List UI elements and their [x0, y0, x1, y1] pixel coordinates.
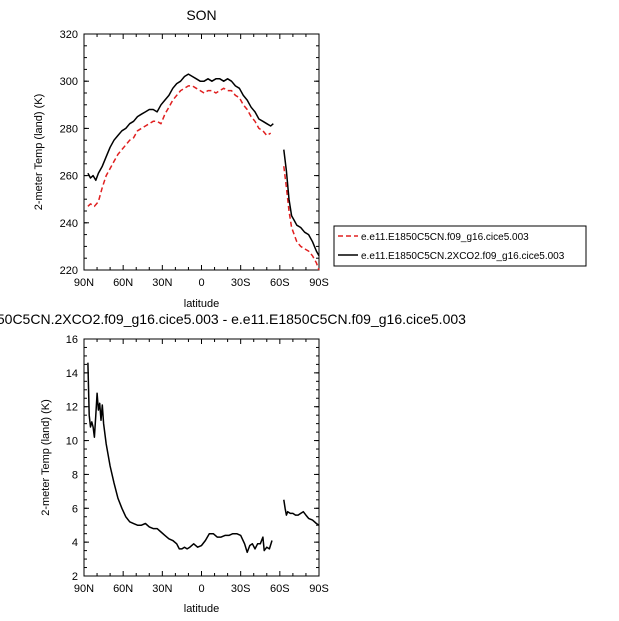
- chart1-y-tick-label: 240: [60, 218, 78, 230]
- chart1-y-tick-label: 300: [60, 76, 78, 88]
- chart1-series-1-line-segment-1: [87, 85, 272, 208]
- chart2-x-tick-label: 30N: [152, 583, 172, 595]
- legend-label-1: e.e11.E1850C5CN.f09_g16.cice5.003: [361, 232, 529, 243]
- chart2-y-tick-label: 14: [66, 368, 78, 380]
- chart1-y-tick-label: 220: [60, 265, 78, 277]
- chart2-plot-frame: [83, 338, 320, 577]
- chart2-x-tick-label: 60N: [113, 583, 133, 595]
- chart2-x-tick-label: 60S: [270, 583, 290, 595]
- chart1-y-tick-label: 260: [60, 171, 78, 183]
- chart2-x-tick-label: 30S: [231, 583, 251, 595]
- chart2-x-tick-label: 0: [198, 583, 204, 595]
- chart2-y-tick-label: 4: [72, 537, 78, 549]
- chart1-x-tick-label: 30N: [152, 277, 172, 289]
- chart1-x-tick-label: 0: [198, 277, 204, 289]
- chart2-title: e.e11.E1850C5CN.2XCO2.f09_g16.cice5.003 …: [0, 311, 466, 327]
- chart2-y-tick-label: 8: [72, 469, 78, 481]
- chart1-x-axis-label: latitude: [184, 298, 219, 310]
- chart2-y-tick-label: 10: [66, 436, 78, 448]
- chart2-x-tick-label: 90N: [74, 583, 94, 595]
- chart1-series-1-line-segment-2: [283, 166, 320, 271]
- chart1-x-tick-label: 60S: [270, 277, 290, 289]
- legend-label-2: e.e11.E1850C5CN.2XCO2.f09_g16.cice5.003: [361, 251, 565, 262]
- chart2-y-tick-label: 6: [72, 503, 78, 515]
- chart2-y-axis-label: 2-meter Temp (land) (K): [40, 399, 52, 516]
- legend-box: [333, 225, 587, 267]
- chart1-y-tick-label: 320: [60, 29, 78, 41]
- chart1-series-2-line-segment-2: [283, 149, 320, 257]
- chart1-x-tick-label: 90S: [309, 277, 329, 289]
- chart1-series-2-line-segment-1: [87, 73, 274, 182]
- chart2-series-1-line-segment-2: [283, 499, 320, 526]
- chart1-y-axis-label: 2-meter Temp (land) (K): [33, 94, 45, 211]
- chart1-x-tick-label: 90N: [74, 277, 94, 289]
- chart2-y-tick-label: 2: [72, 571, 78, 583]
- chart2-x-tick-label: 90S: [309, 583, 329, 595]
- chart2-series-1-line-segment-1: [87, 362, 273, 554]
- chart1-x-tick-label: 60N: [113, 277, 133, 289]
- chart1-y-tick-label: 280: [60, 123, 78, 135]
- chart1-title: SON: [186, 7, 216, 23]
- chart2-x-axis-label: latitude: [184, 603, 219, 615]
- chart2-y-tick-label: 12: [66, 402, 78, 414]
- chart2-y-tick-label: 16: [66, 334, 78, 346]
- chart1-x-tick-label: 30S: [231, 277, 251, 289]
